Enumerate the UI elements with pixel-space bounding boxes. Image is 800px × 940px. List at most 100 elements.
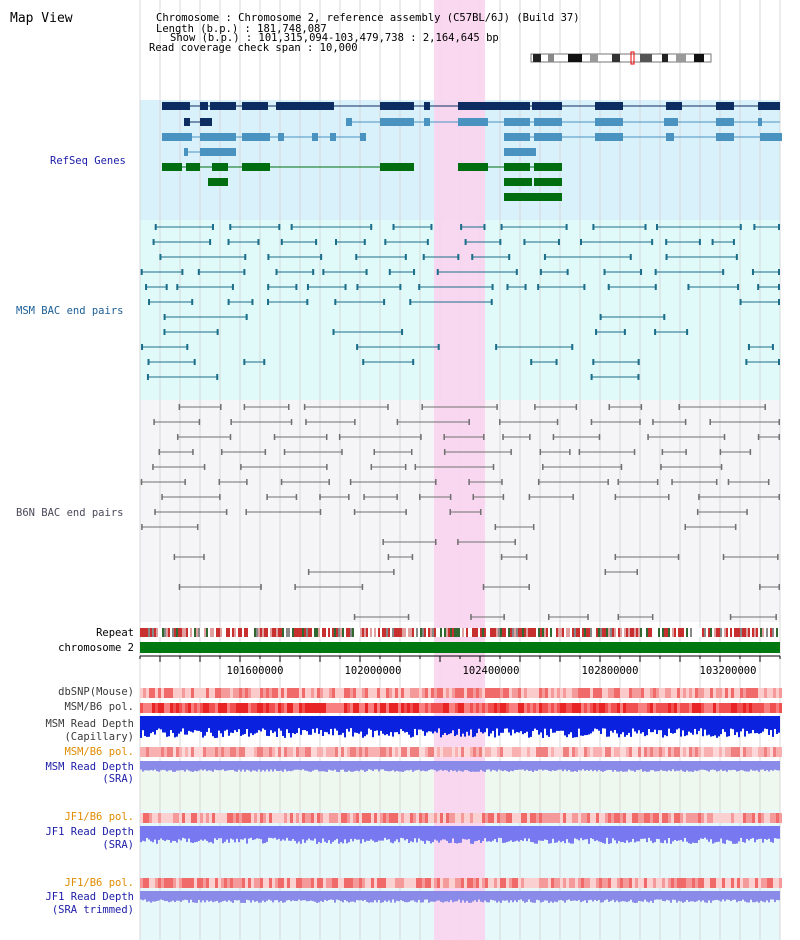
depth-bar [664,761,666,771]
b6n-bac-end-pair-features[interactable] [140,404,780,620]
heat-cell [260,813,263,823]
repeat-cell [772,628,774,637]
heat-cell [266,688,269,698]
depth-bar [186,826,188,842]
bac-end [181,269,184,275]
heat-cell [617,878,620,888]
heat-cell [686,688,689,698]
heat-cell [575,703,578,713]
depth-bar [580,761,582,771]
depth-bar [662,891,664,901]
depth-bar [146,826,148,838]
heat-cell [518,813,521,823]
depth-bar [532,761,534,772]
repeat-cell [280,628,282,637]
refseq-gene-features[interactable] [162,102,782,201]
heat-cell [770,813,773,823]
heat-cell [434,747,437,757]
bac-end [216,374,219,380]
depth-bar [198,716,200,731]
chromosome-ideogram[interactable] [530,51,712,65]
header-coverage-span: Read coverage check span : 10,000 [149,42,358,54]
depth-bar [392,826,394,844]
depth-bar [426,891,428,900]
heat-cell [218,747,221,757]
depth-bar [642,891,644,902]
depth-bar [148,891,150,902]
heat-cell [578,688,581,698]
depth-bar [244,891,246,903]
depth-bar [502,761,504,772]
heat-cell [620,878,623,888]
depth-bar [592,761,594,772]
bac-end [598,434,601,440]
repeat-cell [282,628,284,637]
depth-bar [588,891,590,901]
depth-bar [172,826,174,841]
repeat-cell [342,628,344,637]
heat-cell [320,688,323,698]
depth-bar [204,826,206,840]
heat-cell [674,747,677,757]
heat-cell [284,688,287,698]
bac-end [529,434,531,440]
depth-bar [558,891,560,901]
track-label-b6n-bac[interactable]: B6N BAC end pairs [16,507,123,519]
bac-end [176,284,179,290]
heat-cell [455,878,458,888]
depth-bar [644,891,646,900]
axis-tick-label: 102800000 [582,665,639,677]
depth-bar [344,761,346,772]
depth-bar [632,891,634,903]
gene-exon [184,118,190,126]
heat-cell [422,703,425,713]
depth-bar [300,826,302,844]
depth-bar [436,716,438,733]
heat-cell [635,813,638,823]
heat-cell [479,813,482,823]
bac-end [280,479,283,485]
bac-end [515,269,518,275]
heat-cell [200,747,203,757]
heat-cell [770,747,773,757]
depth-bar [736,891,738,903]
gene-exon [346,118,352,126]
heat-cell [338,878,341,888]
selected-region-highlight[interactable] [434,0,485,940]
depth-bar [756,891,758,902]
track-label-refseq-genes[interactable]: RefSeq Genes [50,155,126,167]
depth-bar [374,826,376,843]
depth-bar [448,761,450,772]
heat-cell [635,878,638,888]
heat-cell [506,703,509,713]
depth-bar [558,826,560,841]
depth-bar [150,826,152,842]
bac-end [411,554,414,560]
bac-end [295,284,298,290]
depth-bar [646,761,648,772]
depth-bar [494,826,496,840]
repeat-cell [688,628,690,637]
heat-cell [266,878,269,888]
depth-bar [672,826,674,842]
depth-bar [730,716,732,729]
depth-bar [636,716,638,734]
depth-bar [150,891,152,903]
heat-cell [764,878,767,888]
heat-cell [140,688,143,698]
msm-bac-end-pair-features[interactable] [140,224,780,380]
heat-cell [452,703,455,713]
depth-bar [532,826,534,843]
track-label-msm-bac[interactable]: MSM BAC end pairs [16,305,123,317]
repeat-cell [260,628,262,637]
heat-cell [200,703,203,713]
depth-bar [298,716,300,729]
repeat-cell [624,628,626,637]
heat-cell [185,703,188,713]
depth-bar [738,716,740,738]
depth-bar [680,826,682,840]
depth-bar [766,761,768,771]
depth-bar [522,716,524,735]
repeat-cell [608,628,610,637]
